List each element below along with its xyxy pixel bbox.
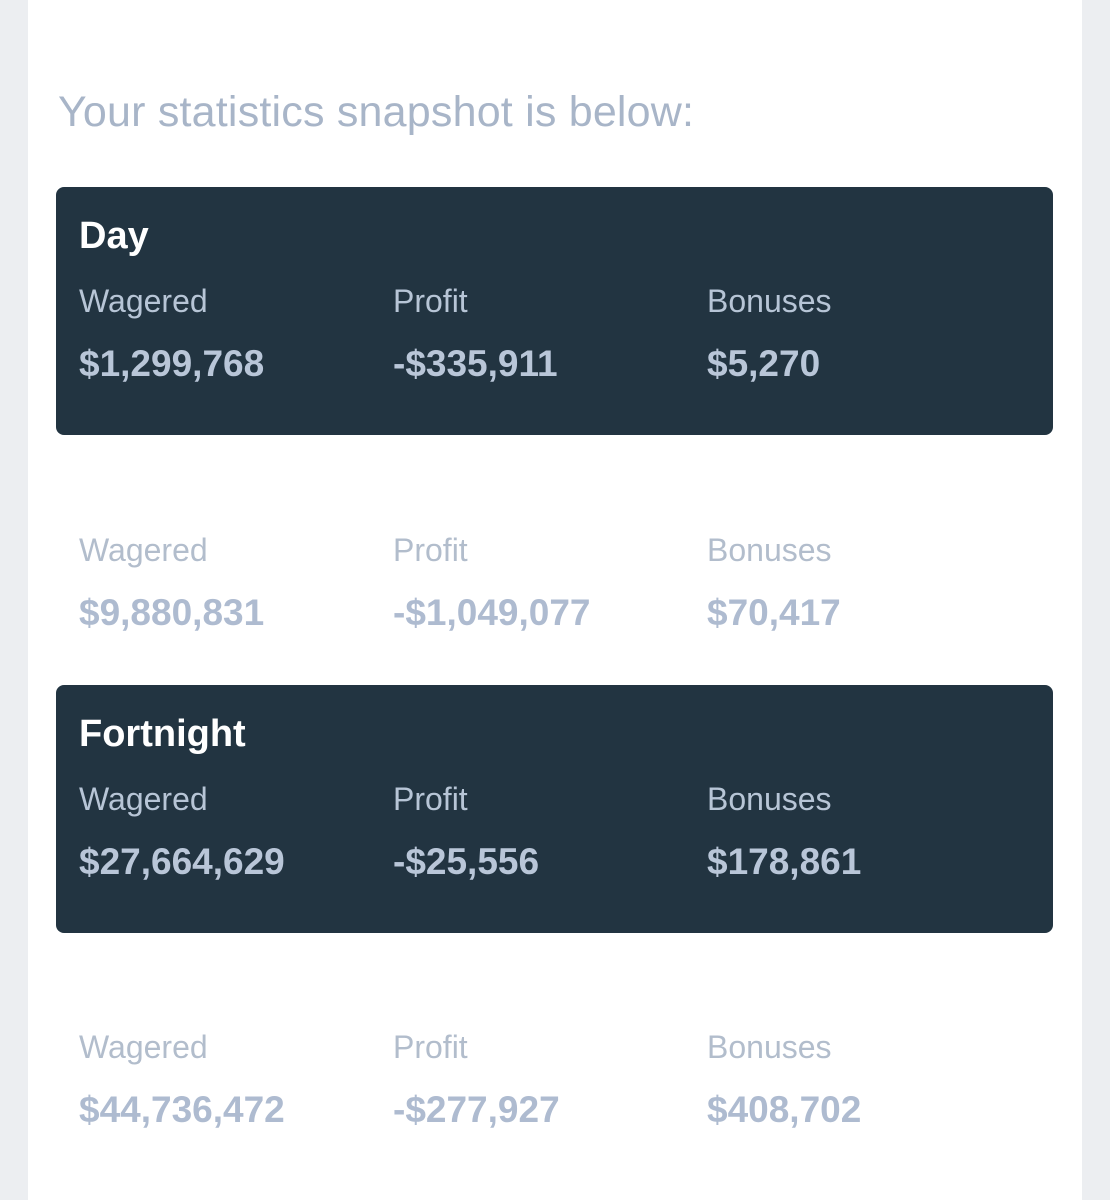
stat-value: $44,736,472 [79,1089,285,1130]
stat-wagered: Wagered $1,299,768 [79,281,264,386]
stat-label: Profit [393,1029,468,1065]
stat-value: -$335,911 [393,343,558,384]
stat-label: Wagered [79,532,208,568]
stat-wagered: Wagered $27,664,629 [79,779,285,884]
stat-label: Profit [393,532,468,568]
stat-label: Profit [393,781,468,817]
stat-label: Profit [393,283,468,319]
stat-wagered: Wagered $44,736,472 [79,1027,285,1132]
stat-value: -$277,927 [393,1089,560,1130]
stat-value: $1,299,768 [79,343,265,384]
stat-value: $408,702 [707,1089,862,1130]
panel-title: Fortnight [79,713,246,755]
stat-value: -$1,049,077 [393,592,591,633]
stat-label: Bonuses [707,781,832,817]
stat-profit: Profit -$335,911 [393,281,558,386]
stats-panel-2: Wagered $9,880,831 Profit -$1,049,077 Bo… [56,436,1053,684]
stat-bonuses: Bonuses $5,270 [707,281,832,386]
stat-value: $27,664,629 [79,841,285,882]
stat-profit: Profit -$25,556 [393,779,539,884]
stat-label: Wagered [79,781,208,817]
email-card: Your statistics snapshot is below: Day W… [28,0,1082,1200]
stat-label: Wagered [79,1029,208,1065]
stat-value: $5,270 [707,343,821,384]
stat-profit: Profit -$277,927 [393,1027,560,1132]
stat-profit: Profit -$1,049,077 [393,530,591,635]
intro-heading: Your statistics snapshot is below: [58,88,695,136]
stat-bonuses: Bonuses $178,861 [707,779,861,884]
stat-label: Wagered [79,283,208,319]
stat-label: Bonuses [707,283,832,319]
stat-bonuses: Bonuses $70,417 [707,530,841,635]
stat-label: Bonuses [707,532,832,568]
stats-panel-day: Day Wagered $1,299,768 Profit -$335,911 … [56,187,1053,435]
stat-value: -$25,556 [393,841,540,882]
stats-panel-4: Wagered $44,736,472 Profit -$277,927 Bon… [56,933,1053,1181]
stats-panel-fortnight: Fortnight Wagered $27,664,629 Profit -$2… [56,685,1053,933]
stat-value: $9,880,831 [79,592,265,633]
stat-value: $70,417 [707,592,841,633]
stat-bonuses: Bonuses $408,702 [707,1027,861,1132]
panel-title: Day [79,215,149,257]
stat-wagered: Wagered $9,880,831 [79,530,264,635]
stat-value: $178,861 [707,841,862,882]
stat-label: Bonuses [707,1029,832,1065]
